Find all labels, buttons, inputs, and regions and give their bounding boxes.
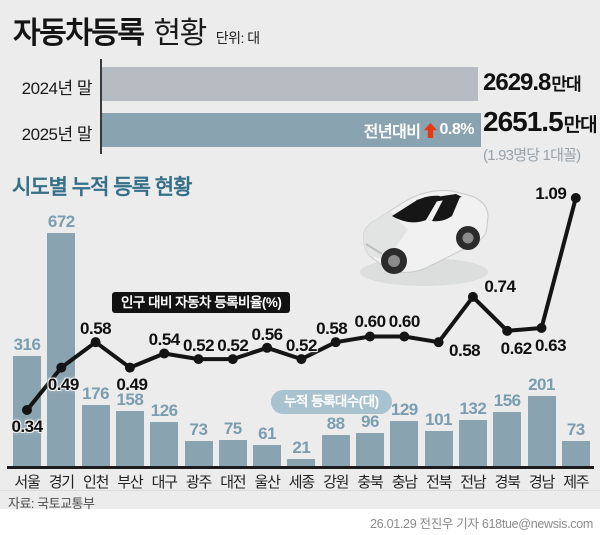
ratio-point bbox=[124, 362, 135, 373]
bar-legend-pill: 누적 등록대수(대) bbox=[271, 390, 392, 414]
region-name-label: 서울 bbox=[14, 474, 40, 491]
ratio-value-label: 0.58 bbox=[80, 319, 112, 339]
region-bar-value: 73 bbox=[566, 420, 585, 439]
footer-divider bbox=[0, 490, 600, 491]
region-bar bbox=[390, 421, 419, 466]
region-bar bbox=[321, 435, 350, 466]
region-bar bbox=[356, 433, 384, 466]
region-name-label: 강원 bbox=[323, 474, 349, 491]
region-name-label: 울산 bbox=[254, 474, 280, 491]
region-bar-value: 88 bbox=[326, 414, 345, 433]
region-bar-value: 61 bbox=[258, 424, 277, 443]
top-row-2024-label: 2024년 말 bbox=[21, 79, 93, 98]
region-name-label: 경기 bbox=[48, 474, 75, 491]
region-bar bbox=[150, 422, 179, 466]
x-axis bbox=[7, 466, 594, 469]
ratio-point bbox=[502, 325, 513, 336]
region-bar-value: 96 bbox=[361, 412, 379, 431]
ratio-value-label: 0.60 bbox=[388, 312, 421, 332]
region-bar bbox=[81, 405, 110, 466]
ratio-point bbox=[536, 323, 547, 334]
region-bar-value: 126 bbox=[150, 401, 178, 420]
region-bar-value: 316 bbox=[13, 335, 41, 354]
unit-label: 단위: 대 bbox=[215, 30, 260, 46]
region-bar bbox=[458, 420, 487, 466]
region-bar bbox=[218, 440, 247, 466]
section-title: 시도별 누적 등록 현황 bbox=[12, 176, 192, 199]
top-row-2025-value: 2651.5 만대 bbox=[483, 106, 598, 138]
line-legend-box: 인구 대비 자동차 등록비율(%) bbox=[112, 292, 291, 313]
region-name-label: 인천 bbox=[82, 474, 109, 491]
ratio-value-label: 0.63 bbox=[534, 336, 567, 356]
ratio-point bbox=[399, 331, 410, 342]
region-bar bbox=[424, 431, 453, 466]
ratio-value-label: 1.09 bbox=[535, 183, 567, 203]
source-label: 자료: 국토교통부 bbox=[8, 496, 95, 511]
top-row-2025-unit: 만대 bbox=[563, 115, 598, 136]
up-arrow-icon bbox=[423, 122, 437, 138]
page-header: 자동차등록 현황 단위: 대 bbox=[13, 8, 260, 52]
region-name-label: 전북 bbox=[425, 474, 452, 491]
region-name-label: 광주 bbox=[185, 474, 212, 491]
top-row-2024-bar bbox=[101, 67, 478, 101]
top-row-2025-number: 2651.5 bbox=[483, 106, 564, 137]
ratio-value-label: 0.58 bbox=[449, 341, 481, 361]
region-name-label: 경북 bbox=[494, 474, 521, 491]
region-bar-value: 21 bbox=[292, 438, 311, 457]
region-name-label: 세종 bbox=[288, 474, 315, 491]
ratio-value-label: 0.49 bbox=[47, 374, 80, 394]
region-bar bbox=[115, 411, 144, 466]
top-row-2024-value: 2629.8 만대 bbox=[483, 69, 582, 97]
page-title-bold: 자동차등록 bbox=[13, 17, 145, 50]
region-name-label: 충남 bbox=[391, 474, 418, 491]
ratio-value-label: 0.34 bbox=[11, 417, 43, 436]
top-row-2025-label: 2025년 말 bbox=[21, 125, 93, 144]
region-bar-value: 672 bbox=[47, 212, 75, 231]
region-name-label: 충북 bbox=[357, 474, 383, 491]
region-name-label: 전남 bbox=[460, 474, 486, 491]
top-row-2024-unit: 만대 bbox=[551, 75, 581, 94]
page-title-light: 현황 bbox=[153, 17, 208, 50]
ratio-value-label: 0.49 bbox=[116, 374, 148, 394]
credit-label: 26.01.29 전진우 기자 618tue@newsis.com bbox=[370, 517, 593, 531]
region-bar-value: 101 bbox=[425, 410, 453, 429]
yoy-badge-value: 0.8% bbox=[439, 121, 475, 138]
ratio-value-label: 0.74 bbox=[484, 276, 516, 296]
region-bar-value: 73 bbox=[189, 420, 208, 439]
region-bar bbox=[287, 459, 316, 466]
region-bar-value: 201 bbox=[528, 375, 555, 394]
top-row-2024-number: 2629.8 bbox=[483, 69, 551, 96]
region-bar bbox=[561, 441, 590, 466]
car-illustration bbox=[360, 190, 489, 286]
per-capita-note: (1.93명당 1대꼴) bbox=[483, 147, 581, 164]
region-name-label: 대전 bbox=[220, 474, 246, 491]
region-name-label: 경남 bbox=[528, 474, 555, 491]
top-chart-axis bbox=[100, 59, 102, 154]
region-bar bbox=[253, 445, 282, 466]
top-row-2025-bar: 전년대비 0.8% bbox=[101, 113, 481, 147]
region-bar bbox=[13, 356, 41, 466]
region-bar bbox=[493, 412, 522, 466]
region-name-label: 대구 bbox=[151, 474, 178, 491]
region-bar-value: 75 bbox=[223, 419, 242, 438]
region-bar bbox=[184, 441, 213, 466]
region-name-label: 부산 bbox=[117, 474, 143, 491]
ratio-point bbox=[365, 331, 375, 342]
region-name-label: 제주 bbox=[563, 474, 589, 491]
yoy-badge-label: 전년대비 bbox=[363, 124, 421, 141]
